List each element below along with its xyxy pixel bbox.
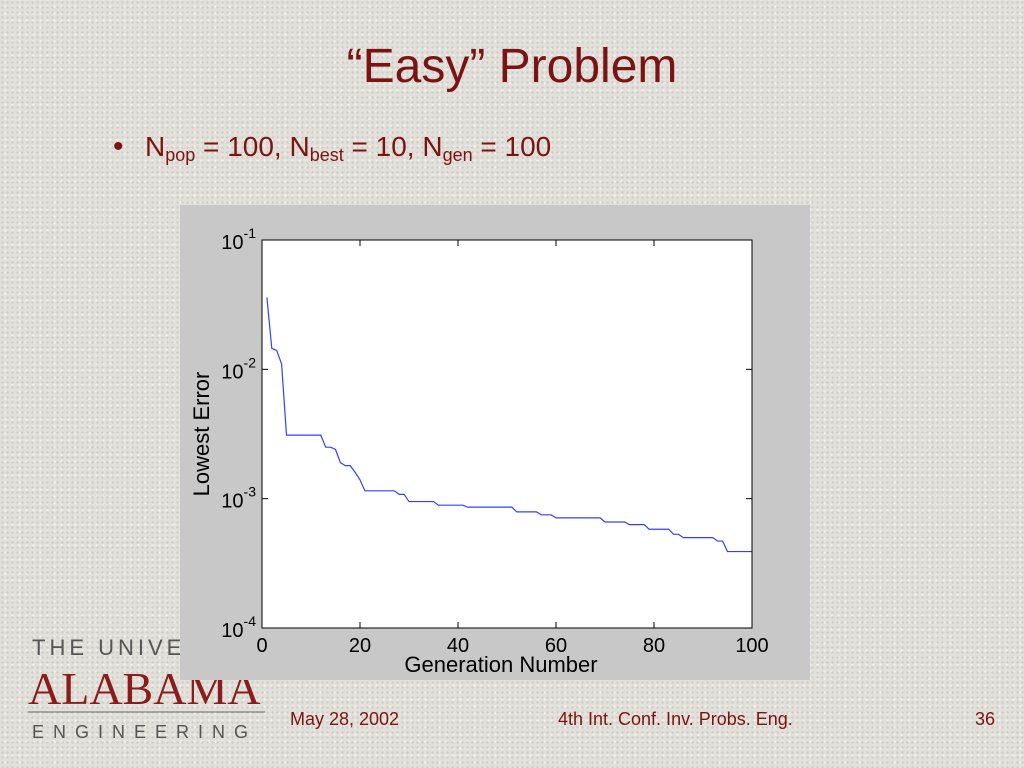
subscript: best	[310, 145, 344, 165]
plot-frame	[261, 239, 753, 629]
x-tick-label: 0	[256, 635, 267, 657]
footer-date: May 28, 2002	[290, 709, 399, 729]
slide-title: “Easy” Problem	[347, 40, 678, 93]
subscript: pop	[165, 145, 195, 165]
y-tick-exponent: -4	[244, 613, 257, 629]
bullet-text: Npop = 100, Nbest = 10, Ngen = 100	[145, 131, 551, 165]
y-tick-label: 10-2	[221, 354, 256, 383]
y-tick-base: 10	[221, 491, 243, 513]
footer-page: 36	[975, 709, 995, 729]
bullet-mark: •	[113, 130, 124, 163]
text-run: = 100, N	[195, 131, 309, 162]
y-tick-base: 10	[221, 232, 243, 254]
data-line	[266, 297, 752, 553]
x-tick-label: 100	[735, 635, 768, 657]
y-tick-exponent: -1	[244, 225, 257, 241]
footer-conference: 4th Int. Conf. Inv. Probs. Eng.	[558, 709, 793, 729]
text-run: = 100	[473, 131, 552, 162]
y-tick-base: 10	[221, 620, 243, 642]
subscript: gen	[443, 145, 473, 165]
x-tick-label: 20	[349, 635, 371, 657]
x-axis-label: Generation Number	[404, 652, 597, 677]
x-tick-label: 40	[447, 635, 469, 657]
y-tick-label: 10-1	[221, 225, 256, 254]
y-tick-label: 10-3	[221, 484, 256, 513]
x-tick-label: 60	[545, 635, 567, 657]
x-tick-label: 80	[643, 635, 665, 657]
y-axis-label: Lowest Error	[189, 372, 214, 497]
y-tick-exponent: -2	[244, 354, 257, 370]
plot-area	[262, 240, 752, 628]
text-run: = 10, N	[344, 131, 443, 162]
logo-line: ENGINEERING	[32, 722, 257, 742]
text-run: N	[145, 131, 165, 162]
y-tick-base: 10	[221, 361, 243, 383]
y-tick-exponent: -3	[244, 484, 257, 500]
y-tick-label: 10-4	[221, 613, 256, 642]
